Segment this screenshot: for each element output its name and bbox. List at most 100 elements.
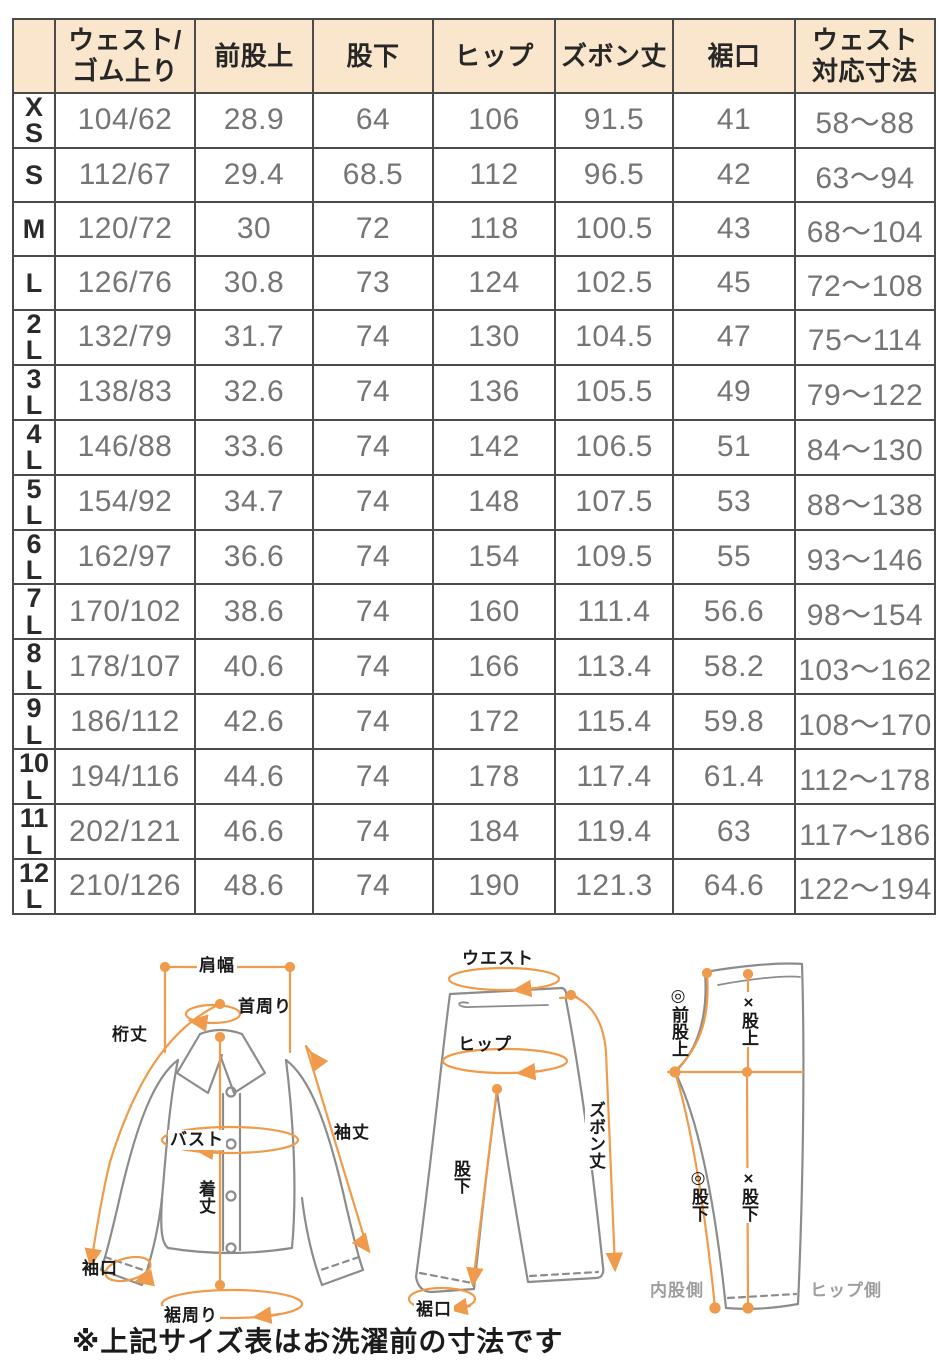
table-cell: 74: [312, 583, 434, 641]
table-cell: 142: [432, 418, 556, 476]
table-cell: 119.4: [554, 803, 674, 860]
table-cell: 75〜114: [794, 308, 936, 366]
table-cell: 48.6: [194, 857, 314, 915]
table-cell: 91.5: [554, 92, 674, 149]
table-cell: 79〜122: [794, 363, 936, 421]
table-cell: 154: [432, 528, 556, 586]
table-cell: 56.6: [672, 583, 796, 641]
table-cell: 112〜178: [794, 748, 936, 806]
table-cell: 42: [672, 146, 796, 203]
table-cell: 38.6: [194, 583, 314, 641]
table-cell: 74: [312, 803, 434, 860]
table-cell: 118: [432, 200, 556, 257]
table-cell: 120/72: [54, 200, 196, 257]
size-label: 12 L: [12, 857, 56, 915]
table-cell: 74: [312, 857, 434, 915]
header-cell-waist-range: ウェスト 対応寸法: [794, 18, 936, 94]
shirt-label-hem-round: 裾周り: [162, 1306, 220, 1326]
header-cell-waist-elastic: ウェスト/ ゴム上り: [54, 18, 196, 94]
header-cell-hip: ヒップ: [432, 18, 556, 94]
table-row: 7 L 170/102 38.6 74 160 111.4 56.6 98〜15…: [12, 583, 936, 641]
shirt-label-bust: バスト: [168, 1130, 226, 1150]
table-row: 3 L 138/83 32.6 74 136 105.5 49 79〜122: [12, 363, 936, 421]
pants-side-label-inseam-hip: ×股下: [738, 1168, 759, 1223]
table-cell: 106: [432, 92, 556, 149]
table-cell: 184: [432, 803, 556, 860]
pants-side-measure-diagram: ◎前股上 ×股上 ◎股下 ×股下 内股側 ヒップ側: [650, 942, 940, 1332]
table-cell: 30: [194, 200, 314, 257]
size-label: 10 L: [12, 748, 56, 806]
table-cell: 42.6: [194, 693, 314, 751]
table-cell: 84〜130: [794, 418, 936, 476]
table-cell: 51: [672, 418, 796, 476]
table-cell: 74: [312, 693, 434, 751]
table-cell: 32.6: [194, 363, 314, 421]
shirt-label-cuff: 袖口: [82, 1259, 118, 1278]
table-cell: 190: [432, 857, 556, 915]
table-cell: 30.8: [194, 254, 314, 311]
table-cell: 63〜94: [794, 146, 936, 203]
pants-front-label-hip: ヒップ: [458, 1035, 512, 1054]
table-cell: 58〜88: [794, 92, 936, 149]
table-cell: 45: [672, 254, 796, 311]
table-cell: 74: [312, 528, 434, 586]
table-cell: 104.5: [554, 308, 674, 366]
table-row: L 126/76 30.8 73 124 102.5 45 72〜108: [12, 254, 936, 311]
pants-front-label-hem-opening: 裾口: [414, 1300, 454, 1320]
table-row: X S 104/62 28.9 64 106 91.5 41 58〜88: [12, 92, 936, 149]
size-table-body: X S 104/62 28.9 64 106 91.5 41 58〜88 S 1…: [12, 92, 936, 915]
pants-front-label-pants-length: ズボン丈: [585, 1100, 606, 1170]
table-cell: 166: [432, 638, 556, 696]
table-cell: 74: [312, 473, 434, 531]
pants-front-illustration-svg: [407, 966, 624, 1316]
table-cell: 63: [672, 803, 796, 860]
pants-side-label-hip-side: ヒップ側: [810, 1281, 882, 1300]
table-cell: 178: [432, 748, 556, 806]
table-cell: 148: [432, 473, 556, 531]
shirt-label-body-length: 着丈: [196, 1180, 215, 1214]
table-cell: 103〜162: [794, 638, 936, 696]
table-cell: 40.6: [194, 638, 314, 696]
table-cell: 113.4: [554, 638, 674, 696]
table-cell: 55: [672, 528, 796, 586]
table-cell: 98〜154: [794, 583, 936, 641]
size-label: 8 L: [12, 638, 56, 696]
table-row: 6 L 162/97 36.6 74 154 109.5 55 93〜146: [12, 528, 936, 586]
size-label: 6 L: [12, 528, 56, 586]
pants-side-label-rise: ×股上: [738, 992, 759, 1047]
table-cell: 115.4: [554, 693, 674, 751]
pants-side-label-inner-side: 内股側: [650, 1281, 704, 1300]
table-cell: 146/88: [54, 418, 196, 476]
pants-side-label-front-rise: ◎前股上: [669, 986, 688, 1057]
table-cell: 107.5: [554, 473, 674, 531]
shirt-illustration-svg: [84, 961, 371, 1324]
table-cell: 68.5: [312, 146, 434, 203]
table-cell: 117.4: [554, 748, 674, 806]
table-cell: 138/83: [54, 363, 196, 421]
table-row: 11 L 202/121 46.6 74 184 119.4 63 117〜18…: [12, 803, 936, 860]
table-row: 10 L 194/116 44.6 74 178 117.4 61.4 112〜…: [12, 748, 936, 806]
table-cell: 73: [312, 254, 434, 311]
header-cell-front-rise: 前股上: [194, 18, 314, 94]
table-cell: 112: [432, 146, 556, 203]
table-cell: 112/67: [54, 146, 196, 203]
size-label: 7 L: [12, 583, 56, 641]
table-cell: 194/116: [54, 748, 196, 806]
size-label: 4 L: [12, 418, 56, 476]
size-table: ウェスト/ ゴム上り 前股上 股下 ヒップ ズボン丈 裾口 ウェスト 対応寸法 …: [12, 18, 936, 915]
pants-front-label-waist: ウエスト: [462, 949, 534, 968]
table-cell: 124: [432, 254, 556, 311]
table-cell: 102.5: [554, 254, 674, 311]
table-cell: 43: [672, 200, 796, 257]
header-cell-pants-length: ズボン丈: [554, 18, 674, 94]
size-label: M: [12, 200, 56, 257]
table-row: 8 L 178/107 40.6 74 166 113.4 58.2 103〜1…: [12, 638, 936, 696]
table-cell: 31.7: [194, 308, 314, 366]
table-cell: 29.4: [194, 146, 314, 203]
table-cell: 186/112: [54, 693, 196, 751]
table-cell: 162/97: [54, 528, 196, 586]
table-cell: 100.5: [554, 200, 674, 257]
table-cell: 111.4: [554, 583, 674, 641]
table-cell: 96.5: [554, 146, 674, 203]
